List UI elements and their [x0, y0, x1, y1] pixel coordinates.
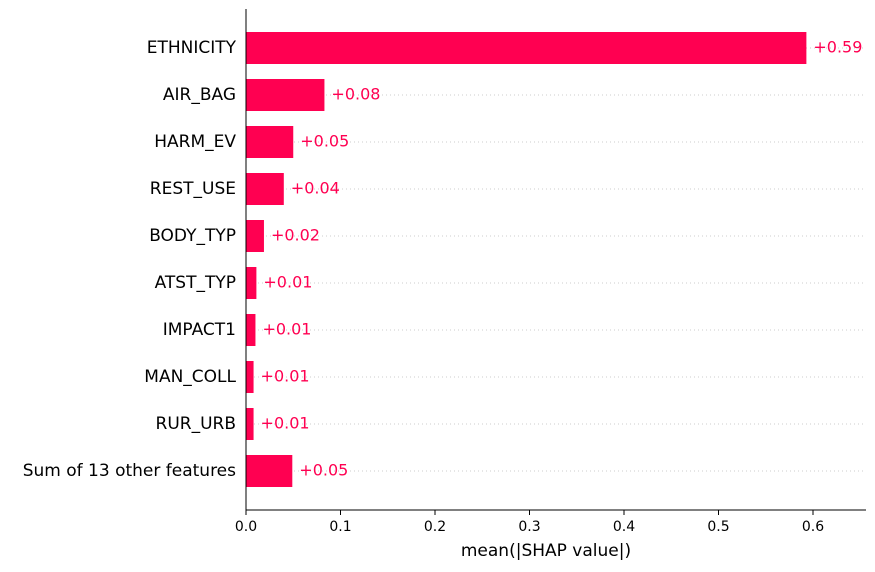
category-label: REST_USE: [150, 179, 236, 199]
bar-value-label: +0.05: [300, 132, 349, 151]
bar-value-label: +0.01: [261, 414, 310, 433]
bar-value-label: +0.04: [291, 179, 340, 198]
category-label: BODY_TYP: [149, 226, 236, 246]
category-label: AIR_BAG: [163, 85, 236, 105]
bar-series: [246, 32, 807, 487]
bar: [246, 79, 325, 111]
row-guide-lines: [246, 47, 866, 472]
x-tick-label: 0.1: [329, 519, 351, 535]
category-label: IMPACT1: [163, 320, 236, 340]
x-axis: 0.0 0.1 0.2 0.3 0.4 0.5 0.6: [235, 509, 866, 535]
category-label: ETHNICITY: [147, 38, 237, 58]
x-tick-label: 0.2: [424, 519, 446, 535]
category-labels: ETHNICITY AIR_BAG HARM_EV REST_USE BODY_TYP A…: [23, 38, 237, 481]
x-tick-label: 0.6: [802, 519, 824, 535]
bar: [246, 32, 807, 64]
category-label: ATST_TYP: [155, 273, 236, 293]
bar: [246, 220, 264, 252]
x-tick-label: 0.4: [613, 519, 635, 535]
category-label: Sum of 13 other features: [23, 461, 236, 481]
bar-value-label: +0.02: [271, 226, 320, 245]
bar: [246, 361, 254, 393]
bar: [246, 314, 256, 346]
category-label: HARM_EV: [154, 132, 236, 152]
category-label: RUR_URB: [156, 414, 236, 434]
bar: [246, 267, 257, 299]
x-tick-label: 0.3: [518, 519, 540, 535]
bar: [246, 455, 293, 487]
bar-value-label: +0.08: [331, 85, 380, 104]
x-axis-label: mean(|SHAP value|): [461, 541, 631, 561]
bar: [246, 126, 294, 158]
value-labels: +0.59 +0.08 +0.05 +0.04 +0.02 +0.01 +0.01 +0.01…: [261, 38, 863, 480]
x-tick-label: 0.5: [707, 519, 729, 535]
category-label: MAN_COLL: [144, 367, 236, 387]
x-tick-label: 0.0: [235, 519, 257, 535]
bar-value-label: +0.01: [262, 320, 311, 339]
bar-value-label: +0.59: [813, 38, 862, 57]
bar-value-label: +0.05: [299, 461, 348, 480]
bar: [246, 173, 284, 205]
bar-value-label: +0.01: [263, 273, 312, 292]
bar-value-label: +0.01: [261, 367, 310, 386]
bar: [246, 408, 254, 440]
